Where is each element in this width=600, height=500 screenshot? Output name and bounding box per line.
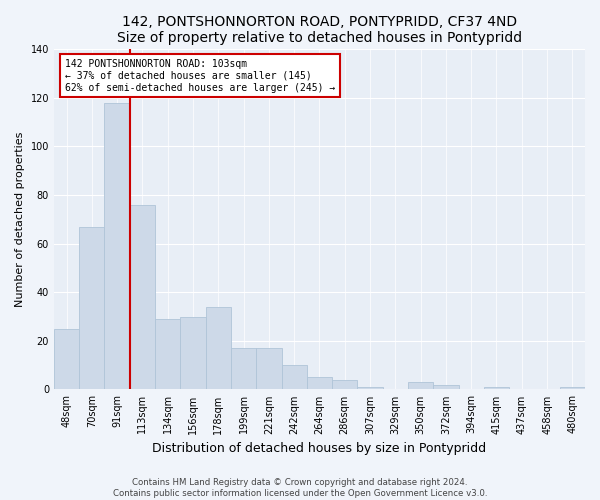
Bar	[307, 378, 332, 390]
Bar	[484, 387, 509, 390]
X-axis label: Distribution of detached houses by size in Pontypridd: Distribution of detached houses by size …	[152, 442, 487, 455]
Bar	[560, 387, 585, 390]
Bar	[332, 380, 358, 390]
Bar	[130, 204, 155, 390]
Bar	[231, 348, 256, 390]
Bar	[256, 348, 281, 390]
Text: 142 PONTSHONNORTON ROAD: 103sqm
← 37% of detached houses are smaller (145)
62% o: 142 PONTSHONNORTON ROAD: 103sqm ← 37% of…	[65, 60, 335, 92]
Bar	[206, 307, 231, 390]
Bar	[181, 316, 206, 390]
Bar	[281, 365, 307, 390]
Text: Contains HM Land Registry data © Crown copyright and database right 2024.
Contai: Contains HM Land Registry data © Crown c…	[113, 478, 487, 498]
Title: 142, PONTSHONNORTON ROAD, PONTYPRIDD, CF37 4ND
Size of property relative to deta: 142, PONTSHONNORTON ROAD, PONTYPRIDD, CF…	[117, 15, 522, 45]
Bar	[358, 387, 383, 390]
Bar	[433, 384, 458, 390]
Bar	[54, 328, 79, 390]
Bar	[408, 382, 433, 390]
Y-axis label: Number of detached properties: Number of detached properties	[15, 132, 25, 307]
Bar	[155, 319, 181, 390]
Bar	[79, 226, 104, 390]
Bar	[104, 102, 130, 390]
